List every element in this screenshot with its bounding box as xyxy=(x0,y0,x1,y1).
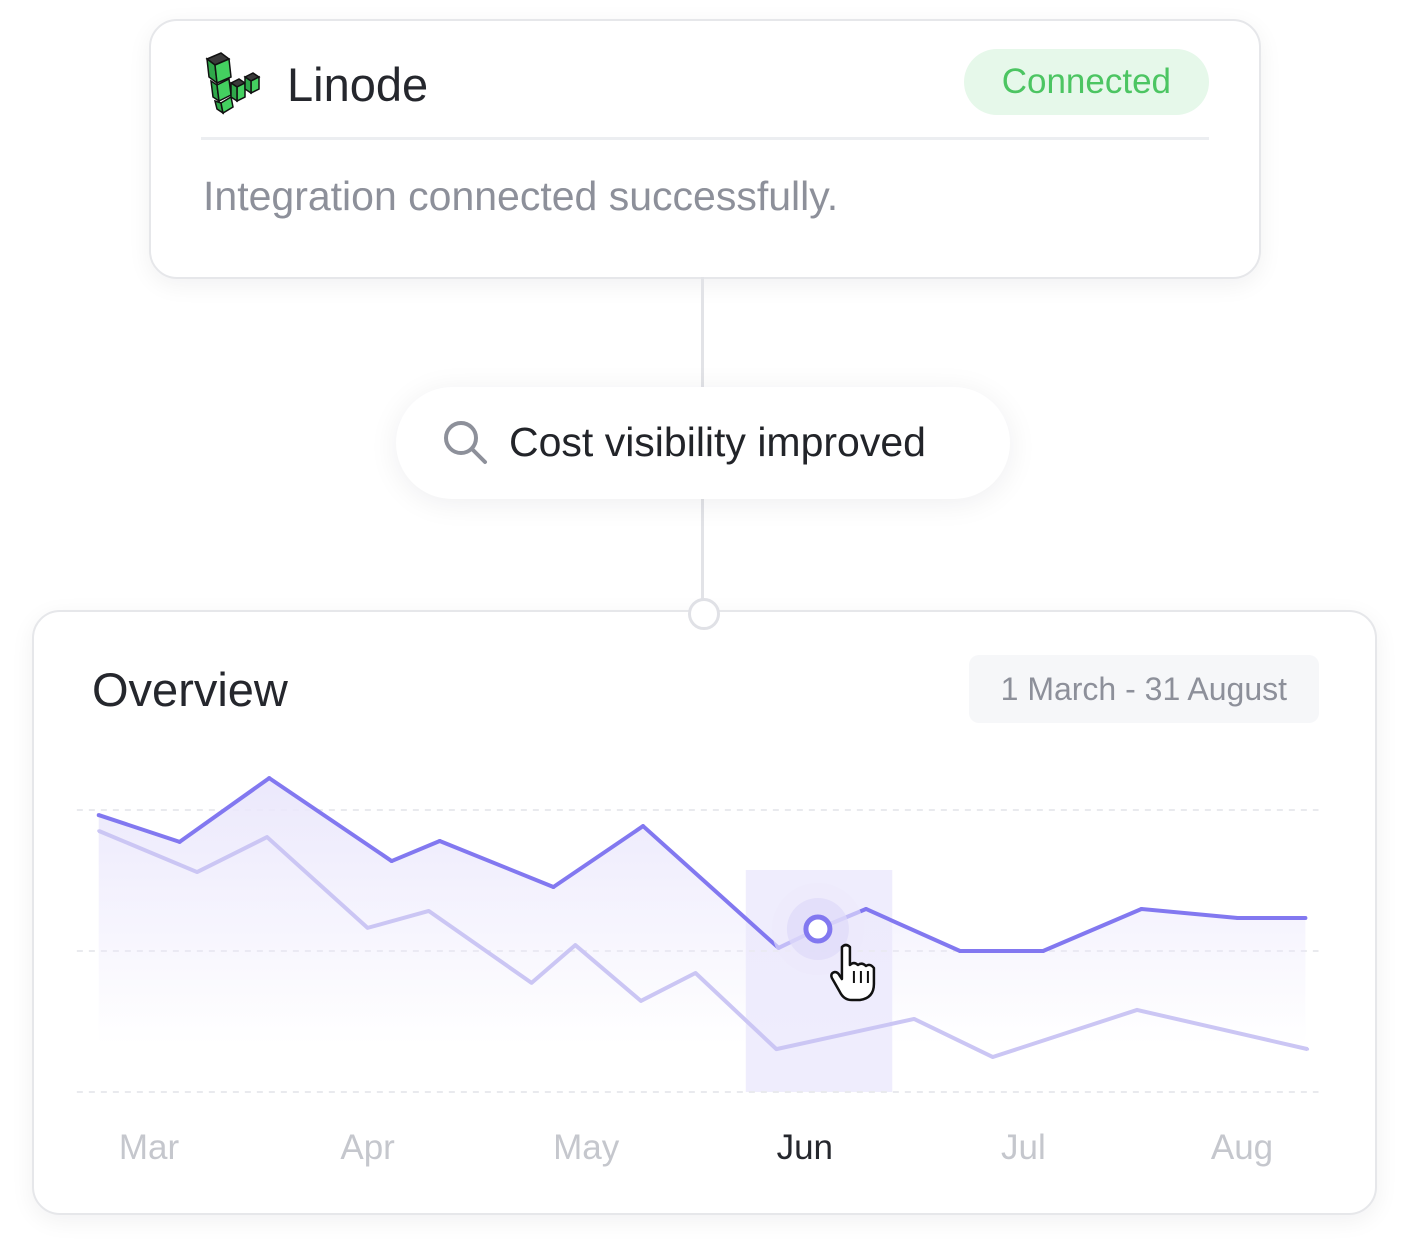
data-point xyxy=(97,829,101,833)
data-point xyxy=(694,971,697,975)
highlighted-point xyxy=(803,914,833,944)
series-line-secondary xyxy=(97,829,1309,1060)
data-point xyxy=(1135,1008,1139,1012)
data-point xyxy=(265,835,269,839)
data-point xyxy=(958,949,963,953)
hand-cursor-icon xyxy=(830,943,876,1002)
data-point xyxy=(1303,916,1308,921)
x-tick-label[interactable]: Apr xyxy=(340,1128,395,1167)
connector-line xyxy=(701,277,704,387)
data-point xyxy=(641,824,646,829)
data-point xyxy=(1041,949,1046,953)
data-point xyxy=(389,859,394,864)
data-point xyxy=(639,999,643,1003)
data-point xyxy=(1235,916,1240,921)
data-point xyxy=(573,943,577,947)
overview-card: Overview 1 March - 31 August Mar Apr May Ju… xyxy=(32,610,1377,1215)
insight-text: Cost visibility improved xyxy=(509,419,926,465)
x-tick-label[interactable]: Jun xyxy=(776,1128,834,1167)
data-point xyxy=(864,906,869,911)
connector-node xyxy=(688,598,720,630)
data-point xyxy=(366,926,370,930)
connector-line xyxy=(701,499,704,599)
data-point xyxy=(96,813,101,818)
data-point xyxy=(912,1017,916,1021)
data-point xyxy=(1139,906,1144,911)
data-point xyxy=(551,884,556,889)
integration-card: Linode Connected Integration connected s… xyxy=(149,19,1261,279)
linode-logo-icon xyxy=(205,52,261,115)
overview-title: Overview xyxy=(92,663,288,716)
data-point xyxy=(774,1047,778,1051)
overview-chart[interactable] xyxy=(34,612,1375,1213)
x-tick-label[interactable]: Mar xyxy=(118,1128,180,1167)
data-point xyxy=(530,981,534,985)
x-tick-label[interactable]: May xyxy=(553,1128,620,1167)
area-fill xyxy=(98,778,1306,1092)
data-point xyxy=(1306,1047,1310,1051)
x-tick-label[interactable]: Aug xyxy=(1210,1128,1274,1167)
integration-message: Integration connected successfully. xyxy=(203,173,839,219)
insight-pill: Cost visibility improved xyxy=(396,387,1010,499)
data-point xyxy=(427,909,431,913)
data-point xyxy=(437,839,442,844)
data-point xyxy=(177,839,182,844)
data-point xyxy=(267,776,272,781)
divider xyxy=(201,137,1209,140)
search-icon xyxy=(444,421,487,464)
x-tick-label[interactable]: Jul xyxy=(1001,1128,1046,1167)
status-badge: Connected xyxy=(963,49,1209,115)
integration-name: Linode xyxy=(287,58,429,111)
data-point xyxy=(195,870,199,874)
data-point xyxy=(991,1055,995,1059)
date-range-selector[interactable]: 1 March - 31 August xyxy=(968,655,1319,723)
